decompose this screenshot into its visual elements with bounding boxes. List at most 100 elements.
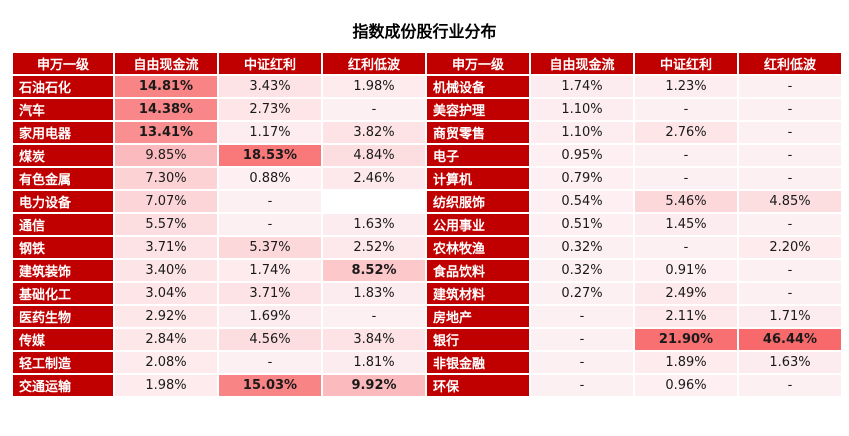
table-row: 通信 5.57% -1.63% 公用事业 0.51% 1.45% - <box>13 214 841 235</box>
weight-cell: 0.79% <box>531 168 633 189</box>
table-row: 石油石化 14.81% 3.43% 1.98% 机械设备 1.74% 1.23% - <box>13 76 841 97</box>
weight-cell: - <box>219 214 321 235</box>
column-header: 自由现金流 <box>115 53 217 74</box>
weight-cell: 2.76% <box>635 122 737 143</box>
weight-cell: 1.23% <box>635 76 737 97</box>
weight-cell: 3.71% <box>219 283 321 304</box>
industry-name-cell: 商贸零售 <box>427 122 529 143</box>
weight-cell: - <box>219 191 321 212</box>
industry-name-cell: 电子 <box>427 145 529 166</box>
weight-cell: 1.83% <box>323 283 425 304</box>
weight-cell: 3.71% <box>115 237 217 258</box>
weight-cell: 2.49% <box>635 283 737 304</box>
industry-name-cell: 公用事业 <box>427 214 529 235</box>
weight-cell: 3.40% <box>115 260 217 281</box>
industry-name-cell: 建筑装饰 <box>13 260 113 281</box>
weight-cell: - <box>635 168 737 189</box>
weight-cell: 15.03% <box>219 375 321 396</box>
weight-cell: - <box>635 145 737 166</box>
column-header: 申万一级 <box>13 53 113 74</box>
industry-name-cell: 食品饮料 <box>427 260 529 281</box>
weight-cell: 1.45% <box>635 214 737 235</box>
weight-cell: 14.81% <box>115 76 217 97</box>
industry-name-cell: 交通运输 <box>13 375 113 396</box>
weight-cell: 3.43% <box>219 76 321 97</box>
table-row: 汽车 14.38% 2.73% - 美容护理 1.10% - - <box>13 99 841 120</box>
weight-cell: 1.69% <box>219 306 321 327</box>
industry-name-cell: 家用电器 <box>13 122 113 143</box>
weight-cell: - <box>635 99 737 120</box>
weight-cell: 4.56% <box>219 329 321 350</box>
industry-name-cell: 钢铁 <box>13 237 113 258</box>
column-header: 自由现金流 <box>531 53 633 74</box>
weight-cell: 1.98% <box>115 375 217 396</box>
weight-cell: 1.74% <box>219 260 321 281</box>
weight-cell: - <box>531 352 633 373</box>
weight-cell: 2.52% <box>323 237 425 258</box>
weight-cell: 1.74% <box>531 76 633 97</box>
weight-cell: 5.46% <box>635 191 737 212</box>
table-row: 建筑装饰 3.40% 1.74% 8.52% 食品饮料 0.32% 0.91% - <box>13 260 841 281</box>
table-row: 钢铁 3.71% 5.37% 2.52% 农林牧渔 0.32% -2.20% <box>13 237 841 258</box>
industry-name-cell: 医药生物 <box>13 306 113 327</box>
table-row: 基础化工 3.04% 3.71% 1.83% 建筑材料 0.27% 2.49% - <box>13 283 841 304</box>
weight-cell: 1.81% <box>323 352 425 373</box>
weight-cell: 1.89% <box>635 352 737 373</box>
industry-name-cell: 建筑材料 <box>427 283 529 304</box>
weight-cell: 0.27% <box>531 283 633 304</box>
industry-name-cell: 通信 <box>13 214 113 235</box>
weight-cell: 1.17% <box>219 122 321 143</box>
column-header: 申万一级 <box>427 53 529 74</box>
weight-cell: 2.92% <box>115 306 217 327</box>
weight-cell: - <box>531 375 633 396</box>
weight-cell: 2.46% <box>323 168 425 189</box>
weight-cell: 3.84% <box>323 329 425 350</box>
weight-cell: 0.95% <box>531 145 633 166</box>
weight-cell: 9.85% <box>115 145 217 166</box>
weight-cell: - <box>323 99 425 120</box>
table-row: 轻工制造 2.08% -1.81% 非银金融 -1.89% 1.63% <box>13 352 841 373</box>
weight-cell: 0.91% <box>635 260 737 281</box>
weight-cell: 5.57% <box>115 214 217 235</box>
weight-cell: 2.08% <box>115 352 217 373</box>
weight-cell <box>323 191 425 212</box>
weight-cell: 1.63% <box>323 214 425 235</box>
industry-name-cell: 汽车 <box>13 99 113 120</box>
weight-cell: 8.52% <box>323 260 425 281</box>
table-body: 石油石化 14.81% 3.43% 1.98% 机械设备 1.74% 1.23% - 汽车 14.… <box>13 76 841 396</box>
table-title: 指数成份股行业分布 <box>352 22 497 41</box>
industry-name-cell: 房地产 <box>427 306 529 327</box>
column-header: 中证红利 <box>635 53 737 74</box>
weight-cell: 0.32% <box>531 260 633 281</box>
weight-cell: 2.73% <box>219 99 321 120</box>
weight-cell: 18.53% <box>219 145 321 166</box>
industry-name-cell: 有色金属 <box>13 168 113 189</box>
industry-name-cell: 电力设备 <box>13 191 113 212</box>
table-row: 煤炭 9.85% 18.53% 4.84% 电子 0.95% - - <box>13 145 841 166</box>
weight-cell: - <box>739 375 841 396</box>
table-row: 电力设备 7.07% - 纺织服饰 0.54% 5.46% 4.85% <box>13 191 841 212</box>
table-row: 家用电器 13.41% 1.17% 3.82% 商贸零售 1.10% 2.76% - <box>13 122 841 143</box>
weight-cell: 1.71% <box>739 306 841 327</box>
industry-name-cell: 机械设备 <box>427 76 529 97</box>
weight-cell: 1.63% <box>739 352 841 373</box>
weight-cell: - <box>739 168 841 189</box>
weight-cell: 21.90% <box>635 329 737 350</box>
table-row: 交通运输 1.98% 15.03% 9.92% 环保 -0.96% - <box>13 375 841 396</box>
weight-cell: 1.10% <box>531 99 633 120</box>
weight-cell: - <box>219 352 321 373</box>
weight-cell: - <box>323 306 425 327</box>
weight-cell: 46.44% <box>739 329 841 350</box>
column-header: 中证红利 <box>219 53 321 74</box>
industry-name-cell: 非银金融 <box>427 352 529 373</box>
weight-cell: - <box>739 260 841 281</box>
weight-cell: - <box>739 99 841 120</box>
weight-cell: 2.11% <box>635 306 737 327</box>
weight-cell: 0.32% <box>531 237 633 258</box>
industry-name-cell: 煤炭 <box>13 145 113 166</box>
weight-cell: 3.04% <box>115 283 217 304</box>
column-header: 红利低波 <box>323 53 425 74</box>
industry-name-cell: 美容护理 <box>427 99 529 120</box>
industry-name-cell: 轻工制造 <box>13 352 113 373</box>
weight-cell: 4.84% <box>323 145 425 166</box>
